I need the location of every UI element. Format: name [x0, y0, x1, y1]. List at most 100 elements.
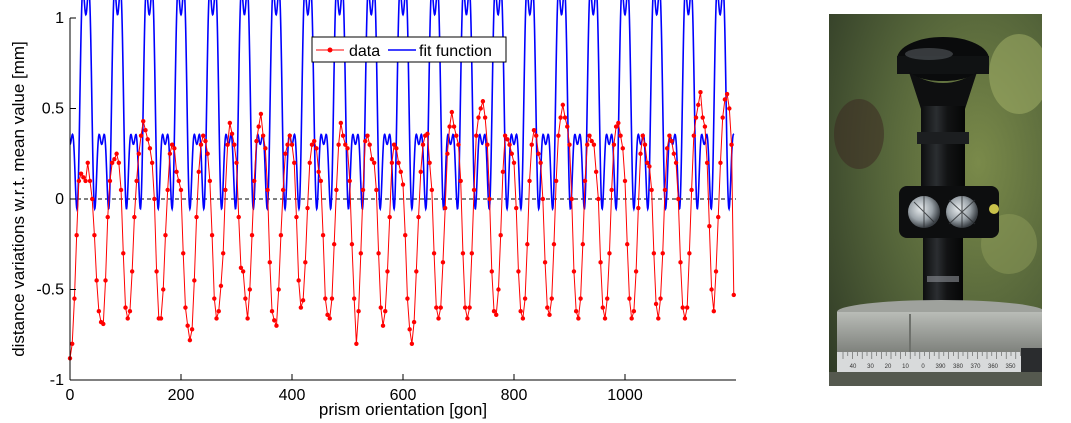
- x-tick-label: 400: [279, 387, 306, 404]
- dial-label: 390: [935, 364, 946, 370]
- data-point: [458, 178, 463, 184]
- data-point: [460, 251, 466, 256]
- data-point: [724, 91, 730, 97]
- data-point: [147, 146, 153, 151]
- base-plate: [837, 312, 1042, 352]
- fit-function-line: [69, 0, 735, 212]
- data-point: [105, 214, 110, 220]
- data-point: [542, 260, 548, 265]
- data-point: [345, 146, 350, 151]
- data-point: [121, 251, 126, 256]
- data-point: [269, 309, 275, 314]
- data-point: [569, 196, 574, 202]
- data-point: [116, 160, 122, 165]
- data-point: [216, 309, 221, 314]
- distance-variation-chart: 0 200 400 600 800 1000 1 0.5 0 -0.5 -1 prism orien…: [9, 0, 736, 419]
- data-point: [573, 309, 579, 314]
- data-point: [214, 316, 219, 321]
- data-point: [589, 138, 594, 144]
- data-point: [449, 109, 455, 115]
- data-point: [209, 233, 215, 238]
- data-point: [636, 205, 641, 211]
- data-point: [429, 187, 435, 193]
- data-point: [243, 296, 248, 301]
- prism-pole-upper: [921, 106, 965, 186]
- data-point: [482, 115, 488, 120]
- data-point: [667, 133, 672, 138]
- data-point: [325, 312, 330, 318]
- data-point: [491, 309, 497, 314]
- data-point: [278, 233, 284, 238]
- data-point: [338, 120, 344, 126]
- data-point: [451, 124, 457, 129]
- legend-fit-label: fit function: [419, 43, 492, 60]
- data-point: [198, 142, 204, 147]
- data-point: [280, 187, 286, 193]
- data-point: [467, 305, 472, 310]
- data-point: [702, 124, 708, 129]
- y-axis-label: distance variations w.r.t. mean value [m…: [9, 41, 28, 357]
- data-point: [620, 146, 625, 151]
- data-point: [465, 316, 470, 321]
- data-point: [158, 316, 164, 321]
- data-point: [336, 142, 341, 147]
- data-point: [365, 133, 370, 138]
- prism-reflector-lines: [913, 196, 976, 228]
- prism-photo: 403020100390380370360350340: [829, 14, 1042, 386]
- tribrach-base: [829, 372, 1042, 386]
- data-point: [223, 187, 228, 193]
- data-point: [354, 341, 359, 346]
- data-point: [387, 214, 392, 220]
- data-point: [227, 120, 233, 126]
- data-point: [254, 138, 259, 144]
- data-point: [92, 233, 97, 238]
- data-point: [258, 111, 264, 117]
- data-point: [669, 138, 674, 144]
- data-point: [349, 242, 355, 247]
- data-point: [145, 137, 150, 142]
- data-point: [107, 178, 113, 184]
- data-point: [489, 269, 494, 274]
- data-point: [260, 133, 266, 138]
- tick-labels: 0 200 400 600 800 1000 1 0.5 0 -0.5 -1: [36, 10, 642, 404]
- data-point: [462, 305, 468, 310]
- data-point: [118, 187, 124, 193]
- data-point: [305, 205, 310, 211]
- data-point: [616, 120, 621, 126]
- data-point: [731, 292, 736, 298]
- data-point: [447, 124, 452, 129]
- data-point: [87, 178, 93, 184]
- data-point: [176, 178, 181, 184]
- prism-marker-yellow: [989, 204, 999, 214]
- y-tick-label: -1: [50, 372, 64, 389]
- legend-data-marker: [327, 47, 333, 53]
- data-point: [329, 296, 335, 301]
- prism-pole-label: [927, 276, 959, 282]
- data-point: [476, 115, 481, 120]
- data-point: [438, 305, 443, 310]
- data-point: [642, 142, 648, 147]
- data-point: [520, 316, 526, 321]
- data-point: [560, 102, 566, 108]
- data-point: [103, 278, 108, 283]
- data-point: [312, 138, 317, 144]
- data-point: [229, 131, 235, 137]
- data-point: [192, 278, 197, 283]
- data-point: [203, 138, 208, 144]
- data-point: [684, 305, 690, 310]
- data-point: [174, 169, 179, 175]
- data-point: [340, 133, 346, 138]
- data-point: [134, 178, 139, 184]
- data-point: [385, 269, 390, 274]
- data-point: [411, 319, 417, 325]
- data-point: [571, 269, 577, 274]
- data-point: [391, 142, 397, 147]
- data-point: [611, 142, 617, 147]
- data-point: [536, 151, 541, 156]
- data-point: [289, 142, 295, 147]
- data-point: [700, 115, 705, 120]
- data-point: [298, 305, 304, 310]
- data-point: [154, 269, 159, 274]
- data-point: [556, 133, 561, 138]
- data-point: [207, 178, 213, 184]
